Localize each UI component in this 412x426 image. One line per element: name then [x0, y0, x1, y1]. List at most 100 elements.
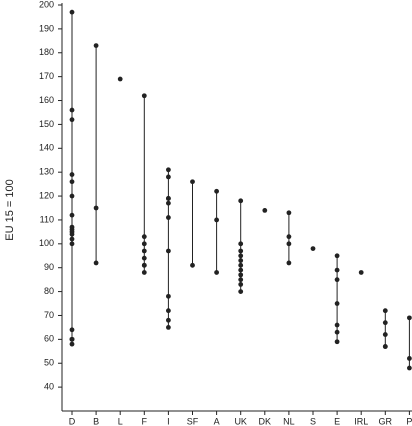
y-tick-label: 70 — [44, 310, 54, 320]
dot — [238, 282, 244, 287]
dot — [166, 174, 171, 180]
dot — [69, 236, 75, 242]
dot — [69, 212, 75, 218]
x-tick-label: UK — [234, 416, 247, 426]
dot — [166, 167, 171, 173]
y-tick-label: 160 — [39, 95, 54, 105]
dot — [310, 246, 316, 252]
y-axis-label: EU 15 = 100 — [4, 179, 16, 240]
y-tick-label: 80 — [44, 286, 54, 296]
x-tick-label: L — [118, 416, 123, 426]
y-tick-label: 180 — [39, 47, 54, 57]
dot — [334, 329, 340, 335]
dot — [166, 215, 171, 220]
x-tick-label: F — [142, 416, 148, 426]
dot — [286, 241, 292, 247]
dot — [238, 198, 244, 204]
dot — [69, 172, 75, 177]
x-tick-label: B — [93, 416, 99, 426]
dot — [238, 267, 244, 273]
y-tick-label: 120 — [39, 190, 54, 200]
x-tick-label: A — [214, 416, 220, 426]
dot — [141, 93, 147, 99]
x-tick-label: DK — [259, 416, 272, 426]
dot — [238, 272, 244, 278]
y-tick-label: 90 — [44, 262, 54, 272]
dot — [166, 325, 171, 330]
dot — [166, 308, 171, 314]
y-tick-label: 100 — [39, 238, 54, 248]
dot — [407, 356, 412, 361]
dot — [238, 262, 244, 268]
dot — [382, 344, 388, 349]
y-tick-label: 40 — [44, 381, 54, 391]
dot — [238, 248, 244, 254]
dot — [141, 255, 147, 261]
y-tick-label: 130 — [39, 167, 54, 177]
dot — [166, 293, 171, 299]
dot — [69, 9, 75, 15]
dot — [262, 207, 268, 213]
dot — [166, 196, 171, 201]
dot — [69, 341, 75, 347]
x-tick-label: IRL — [354, 416, 368, 426]
y-tick-label: 190 — [39, 23, 54, 33]
dot — [334, 339, 340, 345]
dot — [166, 317, 171, 323]
dot — [69, 327, 75, 333]
dot — [141, 241, 147, 247]
dot — [334, 253, 340, 259]
dot — [141, 270, 147, 275]
dot — [286, 210, 292, 216]
x-tick-label: P — [406, 416, 412, 426]
x-tick-label: NL — [283, 416, 295, 426]
dot — [69, 107, 75, 113]
x-tick-label: D — [69, 416, 76, 426]
dot — [93, 205, 99, 211]
y-tick-label: 140 — [39, 143, 54, 153]
dot — [238, 253, 244, 259]
dot — [214, 217, 220, 223]
x-tick-label: SF — [187, 416, 199, 426]
dot — [334, 277, 340, 283]
dot — [69, 241, 75, 247]
dot — [190, 179, 195, 185]
dot — [214, 270, 220, 275]
dot — [407, 365, 412, 371]
dot — [141, 234, 147, 240]
dot — [190, 262, 195, 268]
dot — [141, 262, 147, 268]
x-tick-label: S — [310, 416, 316, 426]
dot — [238, 258, 244, 263]
dot — [166, 200, 171, 206]
dot — [69, 231, 75, 237]
x-tick-label: I — [167, 416, 170, 426]
dot — [69, 193, 75, 199]
dot — [286, 260, 292, 266]
dot — [358, 270, 364, 275]
dot — [69, 117, 75, 123]
y-tick-label: 50 — [44, 358, 54, 368]
dot — [214, 188, 220, 194]
y-tick-label: 150 — [39, 119, 54, 129]
dot — [334, 301, 340, 306]
dot — [93, 43, 99, 48]
dot — [334, 267, 340, 273]
x-tick-label: GR — [379, 416, 393, 426]
dot — [93, 260, 99, 266]
dot — [141, 248, 147, 254]
y-tick-label: 170 — [39, 71, 54, 81]
dot — [407, 315, 412, 321]
dot — [117, 76, 123, 82]
dot — [382, 332, 388, 337]
dot — [382, 320, 388, 326]
dot — [286, 234, 292, 240]
y-tick-label: 60 — [44, 334, 54, 344]
y-tick-label: 200 — [39, 0, 54, 9]
x-tick-label: E — [334, 416, 340, 426]
y-tick-label: 110 — [40, 214, 54, 224]
dot — [238, 289, 244, 294]
dot — [69, 179, 75, 185]
dot — [334, 322, 340, 328]
